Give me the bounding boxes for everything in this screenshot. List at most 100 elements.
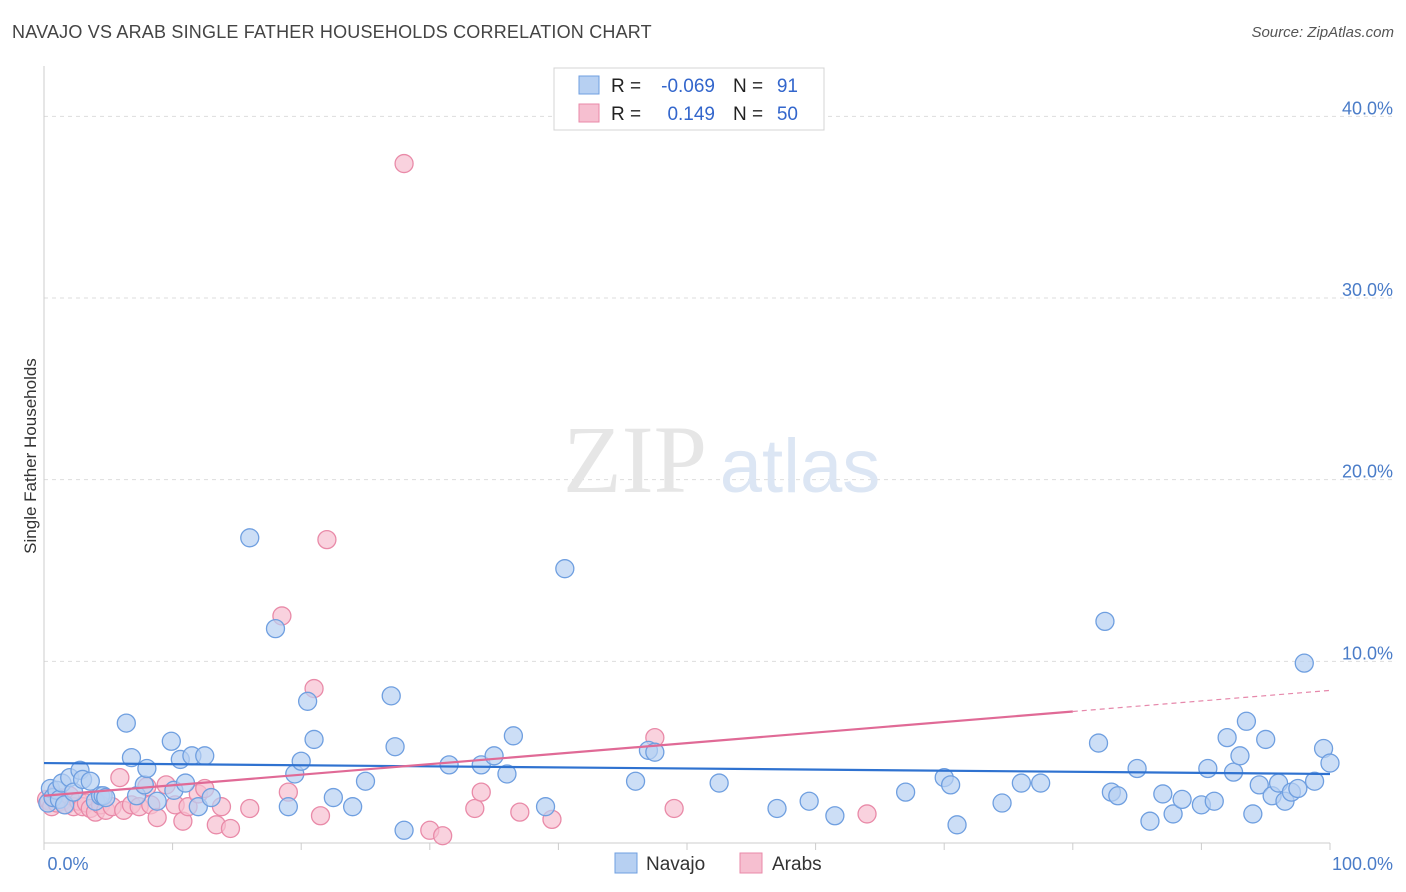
navajo-point <box>439 755 459 775</box>
navajo-point <box>1249 775 1269 795</box>
grid <box>44 115 1392 662</box>
navajo-point <box>1294 653 1314 673</box>
arabs-point <box>317 529 337 550</box>
y-tick-label: 20.0% <box>1342 462 1393 482</box>
navajo-point <box>503 726 524 746</box>
arabs-point <box>110 767 130 788</box>
legend-swatch-navajo <box>578 75 600 95</box>
navajo-point <box>1127 758 1147 779</box>
navajo-point <box>394 820 414 840</box>
navajo-point <box>1288 778 1308 799</box>
x-tick-label-max: 100.0% <box>1332 854 1393 874</box>
arabs-point <box>240 798 260 819</box>
navajo-point <box>1256 729 1276 750</box>
navajo-point <box>161 731 181 751</box>
navajo-point <box>96 787 116 808</box>
navajo-point <box>381 686 401 706</box>
navajo-point <box>947 815 967 835</box>
navajo-point <box>799 791 819 811</box>
navajo-point <box>825 806 845 826</box>
navajo-point <box>147 791 167 811</box>
navajo-point <box>1163 804 1183 824</box>
navajo-point <box>992 793 1012 813</box>
legend-r-label-arabs: R = <box>611 104 641 125</box>
navajo-point <box>535 797 556 817</box>
navajo-point <box>1108 786 1128 806</box>
navajo-point <box>940 775 961 795</box>
arabs-point <box>394 153 414 174</box>
arabs-point <box>465 798 485 819</box>
legend-swatch-arabs <box>578 103 600 123</box>
navajo-point <box>1230 746 1250 766</box>
watermark: ZIP atlas <box>563 406 880 513</box>
bottom-legend: Navajo Arabs <box>614 852 822 875</box>
navajo-points <box>38 528 1340 840</box>
navajo-point <box>137 758 157 779</box>
navajo-point <box>1304 771 1325 791</box>
navajo-point <box>134 775 154 795</box>
arabs-trend-line-extension <box>1072 689 1331 713</box>
navajo-point <box>195 746 215 766</box>
legend-n-label-arabs: N = <box>733 104 763 125</box>
bottom-legend-swatch-arabs <box>739 852 763 874</box>
arabs-point <box>220 818 241 839</box>
source-label: Source: ZipAtlas.com <box>1251 24 1394 41</box>
navajo-point <box>1140 811 1160 831</box>
arabs-point <box>433 826 453 846</box>
legend-n-value-arabs: 50 <box>777 104 798 125</box>
watermark-zip: ZIP <box>563 406 707 513</box>
navajo-point <box>355 771 376 791</box>
legend-box: R = -0.069 N = 91 R = 0.149 N = 50 <box>553 67 825 131</box>
navajo-point <box>625 771 646 791</box>
navajo-point <box>291 751 311 771</box>
arabs-point <box>310 806 331 826</box>
arabs-point <box>857 804 877 824</box>
y-tick-label: 30.0% <box>1342 280 1393 300</box>
legend-r-value-arabs: 0.149 <box>667 104 715 125</box>
navajo-point <box>709 773 729 793</box>
navajo-point <box>297 691 318 711</box>
navajo-point <box>385 737 405 757</box>
legend-r-value-navajo: -0.069 <box>661 76 715 97</box>
navajo-point <box>265 618 286 639</box>
watermark-atlas: atlas <box>720 424 881 509</box>
trend-lines <box>43 689 1331 797</box>
navajo-point <box>1088 733 1109 753</box>
y-tick-label: 40.0% <box>1342 98 1393 118</box>
navajo-point <box>1172 789 1192 810</box>
navajo-point <box>323 787 344 808</box>
navajo-point <box>201 787 221 808</box>
navajo-point <box>80 771 100 791</box>
navajo-point <box>342 797 363 817</box>
navajo-trend-line <box>43 761 1331 776</box>
axes: 10.0% 20.0% 30.0% 40.0% 0.0% 100.0% <box>43 66 1393 874</box>
navajo-point <box>1198 758 1218 779</box>
navajo-point <box>645 742 665 762</box>
legend-n-value-navajo: 91 <box>777 76 798 97</box>
bottom-legend-swatch-navajo <box>614 852 638 874</box>
y-tick-label: 10.0% <box>1342 643 1393 663</box>
navajo-point <box>1217 727 1237 748</box>
arabs-point <box>510 802 530 822</box>
arabs-point <box>147 807 167 828</box>
arabs-point <box>471 782 491 802</box>
navajo-point <box>1031 773 1051 793</box>
navajo-point <box>484 746 504 766</box>
navajo-point <box>278 797 298 817</box>
navajo-point <box>1320 753 1340 773</box>
navajo-point <box>497 764 517 784</box>
navajo-point <box>895 782 916 802</box>
navajo-point <box>555 559 575 579</box>
navajo-point <box>1243 804 1263 824</box>
legend-r-label-navajo: R = <box>611 76 641 97</box>
navajo-point <box>767 798 787 819</box>
arabs-trend-line <box>43 710 1073 797</box>
navajo-point <box>1153 784 1173 804</box>
x-tick-label-min: 0.0% <box>47 854 88 874</box>
navajo-point <box>116 713 136 733</box>
arabs-point <box>664 798 684 819</box>
navajo-point <box>304 729 324 750</box>
navajo-point <box>1011 773 1032 793</box>
legend-n-label-navajo: N = <box>733 76 763 97</box>
